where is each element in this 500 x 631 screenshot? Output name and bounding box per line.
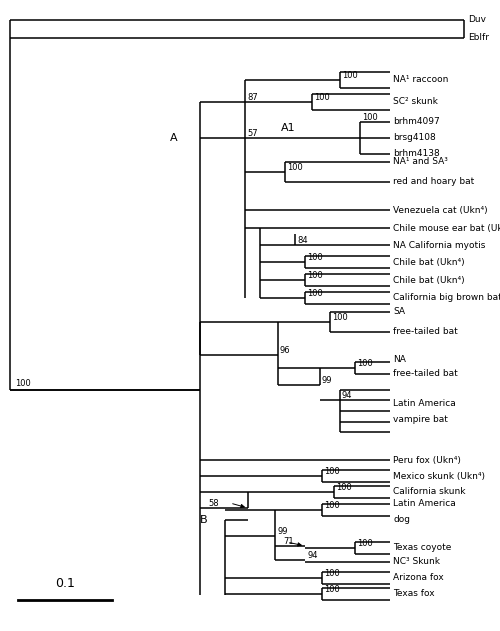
Text: A1: A1	[280, 123, 295, 133]
Text: 100: 100	[342, 71, 358, 80]
Text: 84: 84	[297, 236, 308, 245]
Text: 100: 100	[336, 483, 352, 492]
Text: Peru fox (Ukn⁴): Peru fox (Ukn⁴)	[393, 456, 461, 464]
Text: 100: 100	[324, 467, 340, 476]
Text: Latin America: Latin America	[393, 399, 456, 408]
Text: brhm4097: brhm4097	[393, 117, 440, 126]
Text: Chile mouse ear bat (Ukn⁴): Chile mouse ear bat (Ukn⁴)	[393, 223, 500, 232]
Text: Eblfr: Eblfr	[468, 33, 489, 42]
Text: Texas fox: Texas fox	[393, 589, 434, 598]
Text: Chile bat (Ukn⁴): Chile bat (Ukn⁴)	[393, 257, 464, 266]
Text: 94: 94	[342, 391, 352, 400]
Text: 100: 100	[332, 313, 348, 322]
Text: 100: 100	[357, 359, 373, 368]
Text: 94: 94	[307, 551, 318, 560]
Text: free-tailed bat: free-tailed bat	[393, 327, 458, 336]
Text: Chile bat (Ukn⁴): Chile bat (Ukn⁴)	[393, 276, 464, 285]
Text: Mexico skunk (Ukn⁴): Mexico skunk (Ukn⁴)	[393, 471, 485, 480]
Text: 100: 100	[314, 93, 330, 102]
Text: 58: 58	[208, 499, 218, 508]
Text: 0.1: 0.1	[55, 577, 75, 590]
Text: NA¹ and SA³: NA¹ and SA³	[393, 158, 448, 167]
Text: 100: 100	[307, 271, 323, 280]
Text: NC³ Skunk: NC³ Skunk	[393, 558, 440, 567]
Text: 100: 100	[357, 539, 373, 548]
Text: SC² skunk: SC² skunk	[393, 98, 438, 107]
Text: 99: 99	[277, 527, 287, 536]
Text: 100: 100	[287, 163, 303, 172]
Text: red and hoary bat: red and hoary bat	[393, 177, 474, 187]
Text: Texas coyote: Texas coyote	[393, 543, 452, 553]
Text: California skunk: California skunk	[393, 488, 466, 497]
Text: NA¹ raccoon: NA¹ raccoon	[393, 76, 448, 85]
Text: NA: NA	[393, 355, 406, 365]
Text: brsg4108: brsg4108	[393, 134, 436, 143]
Text: 100: 100	[324, 501, 340, 510]
Text: brhm4138: brhm4138	[393, 150, 440, 158]
Text: Venezuela cat (Ukn⁴): Venezuela cat (Ukn⁴)	[393, 206, 488, 215]
Text: 100: 100	[324, 569, 340, 578]
Text: 71: 71	[283, 537, 294, 546]
Text: SA: SA	[393, 307, 405, 317]
Text: 100: 100	[362, 113, 378, 122]
Text: 87: 87	[247, 93, 258, 102]
Text: 100: 100	[307, 253, 323, 262]
Text: B: B	[200, 515, 208, 525]
Text: A: A	[170, 133, 178, 143]
Text: California big brown bat: California big brown bat	[393, 293, 500, 302]
Text: Latin America: Latin America	[393, 500, 456, 509]
Text: 100: 100	[15, 379, 31, 388]
Text: vampire bat: vampire bat	[393, 415, 448, 423]
Text: NA California myotis: NA California myotis	[393, 240, 486, 249]
Text: 100: 100	[307, 289, 323, 298]
Text: 57: 57	[247, 129, 258, 138]
Text: Duv: Duv	[468, 16, 486, 25]
Text: 96: 96	[280, 346, 290, 355]
Text: dog: dog	[393, 516, 410, 524]
Text: 100: 100	[324, 585, 340, 594]
Text: Arizona fox: Arizona fox	[393, 574, 444, 582]
Text: free-tailed bat: free-tailed bat	[393, 370, 458, 379]
Text: 99: 99	[322, 376, 332, 385]
